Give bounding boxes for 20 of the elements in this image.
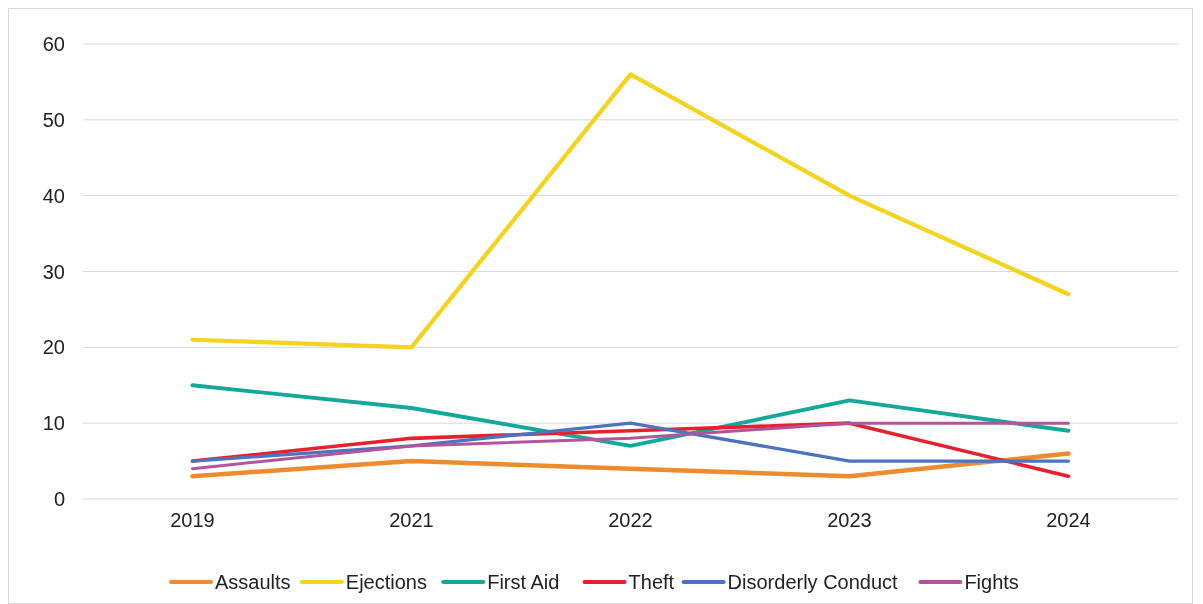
legend-label: Assaults	[215, 571, 291, 593]
legend-label: First Aid	[487, 571, 560, 593]
line-series	[190, 451, 1071, 479]
x-tick-label: 2019	[170, 509, 215, 531]
legend-label: Theft	[628, 571, 675, 593]
legend-label: Fights	[964, 571, 1019, 593]
x-tick-label: 2021	[389, 509, 434, 531]
legend-label: Disorderly Conduct	[727, 571, 899, 593]
y-tick-label: 0	[53, 488, 65, 510]
y-tick-label: 50	[42, 108, 65, 131]
x-tick-label: 2023	[827, 509, 872, 531]
legend-label: Ejections	[345, 571, 427, 593]
y-tick-label: 40	[42, 184, 65, 207]
y-tick-label: 10	[42, 412, 65, 435]
y-tick-label: 30	[42, 260, 65, 283]
y-tick-label: 60	[42, 33, 65, 55]
y-tick-label: 20	[42, 336, 65, 359]
line-series	[190, 72, 1071, 350]
x-tick-label: 2024	[1046, 509, 1091, 531]
x-tick-label: 2022	[608, 509, 653, 531]
